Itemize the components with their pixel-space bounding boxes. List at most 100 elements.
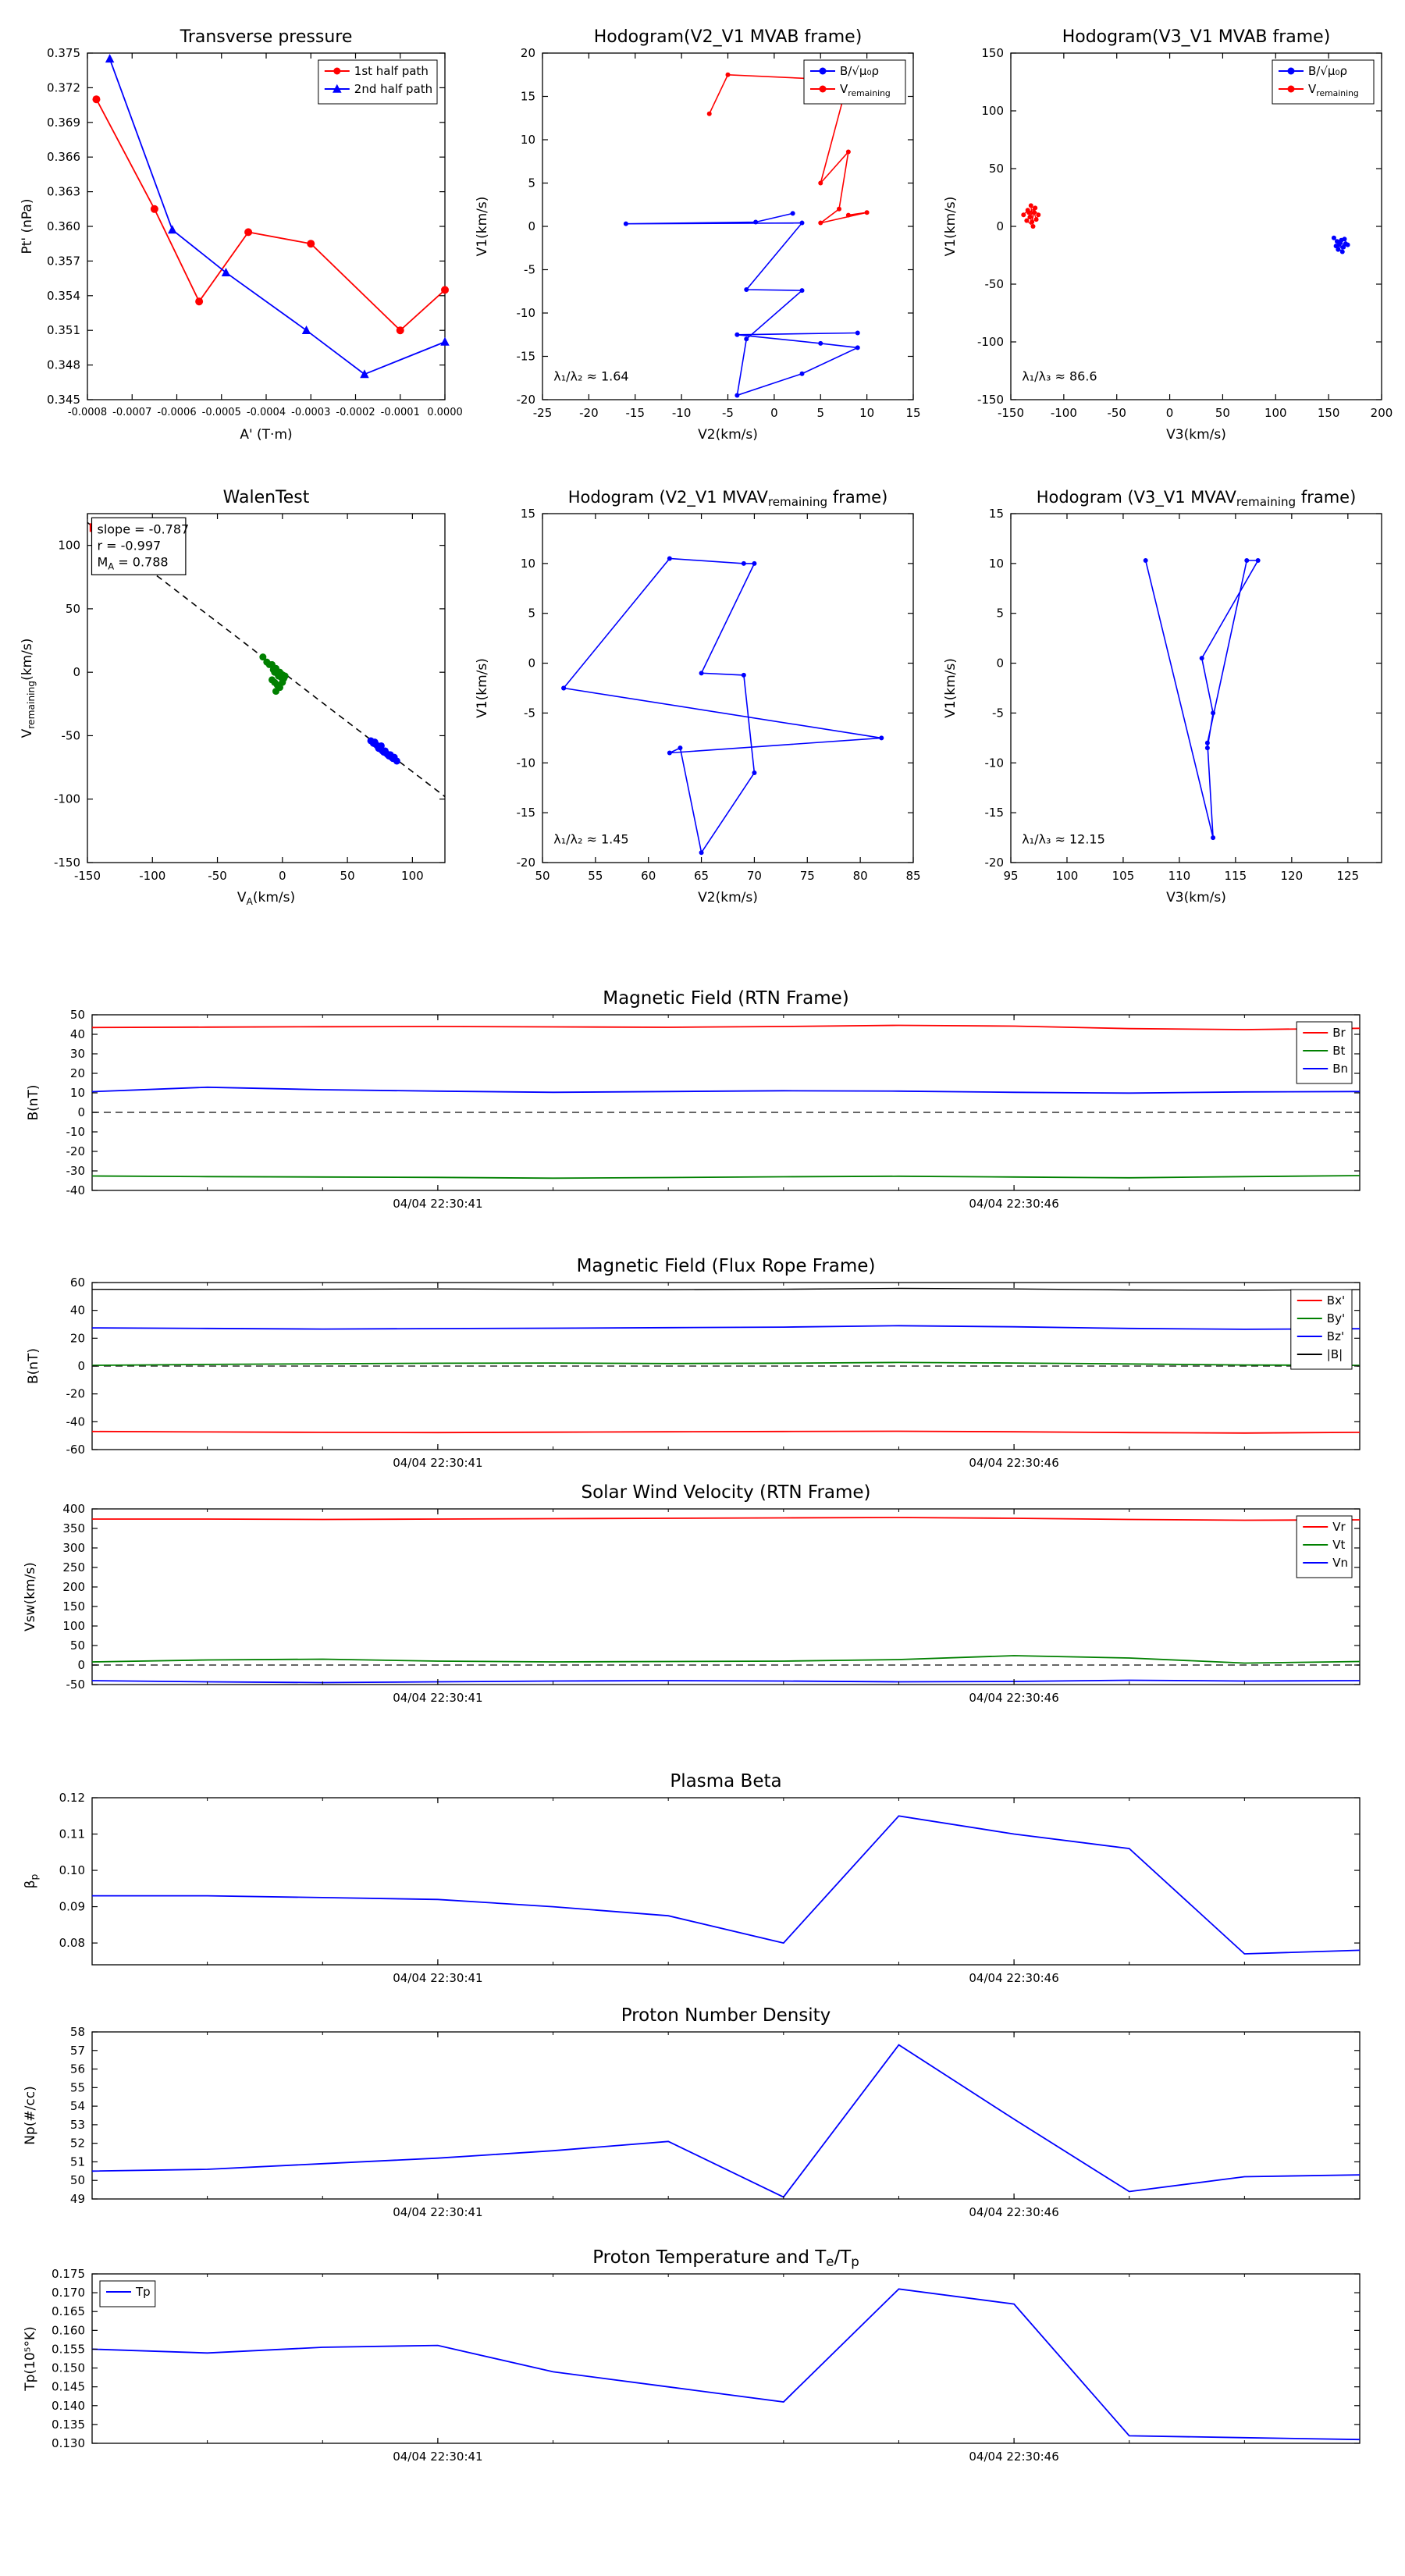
plasma-beta-ytick-label: 0.10 xyxy=(59,1863,85,1877)
magnetic-field-rtn-ytick-label: -40 xyxy=(66,1183,86,1197)
proton-number-density-ticks xyxy=(91,2031,1361,2200)
hodogram-v2v1-mvab-ytick-label: 0 xyxy=(528,219,535,233)
transverse-pressure-legend-label: 2nd half path xyxy=(354,82,432,96)
magnetic-field-flux-rope-legend-label: By' xyxy=(1327,1311,1345,1325)
hodogram-v3v1-mvav-xtick-label: 110 xyxy=(1168,869,1191,883)
hodogram-v2v1-mvav-series-path xyxy=(561,556,884,856)
magnetic-field-flux-rope-ytick-label: -60 xyxy=(66,1443,86,1457)
plasma-beta-series-beta xyxy=(92,1815,1361,1955)
magnetic-field-flux-rope-svg: 04/04 22:30:41 04/04 22:30:46 -60 -40 -20 0 20… xyxy=(26,1256,1361,1470)
magnetic-field-rtn-ytick-label: 50 xyxy=(70,1008,85,1022)
magnetic-field-rtn-series-Bn xyxy=(91,1086,1361,1094)
chart-proton-number-density: 04/04 22:30:41 04/04 22:30:46 49 50 51 52 53 54… xyxy=(0,1994,1405,2229)
proton-number-density-ytick-label: 56 xyxy=(70,2062,85,2076)
hodogram-v2v1-mvab-xtick-label: -20 xyxy=(579,406,599,420)
solar-wind-velocity-xtick-label: 04/04 22:30:41 xyxy=(393,1691,482,1705)
hodogram-v2v1-mvav-ylabel: V1(km/s) xyxy=(475,658,490,718)
hodogram-v2v1-mvab-ytick-label: 10 xyxy=(521,133,535,147)
solar-wind-velocity-xtick-label: 04/04 22:30:46 xyxy=(969,1691,1058,1705)
chart-solar-wind-velocity: 04/04 22:30:41 04/04 22:30:46 -50 0 50 100 150… xyxy=(0,1471,1405,1717)
plasma-beta-title: Plasma Beta xyxy=(670,1771,781,1791)
transverse-pressure-legend: 1st half path 2nd half path xyxy=(318,59,438,105)
magnetic-field-rtn-ytick-label: 10 xyxy=(70,1086,85,1100)
hodogram-v2v1-mvav-ytick-label: -15 xyxy=(517,806,536,820)
magnetic-field-flux-rope-ylabel: B(nT) xyxy=(26,1348,41,1384)
hodogram-v2v1-mvab-xtick-label: -5 xyxy=(722,406,734,420)
proton-number-density-ytick-label: 53 xyxy=(70,2118,85,2132)
hodogram-v3v1-mvab-ylabel: V1(km/s) xyxy=(943,197,959,257)
hodogram-v2v1-mvav-ytick-label: -5 xyxy=(524,706,535,720)
hodogram-v2v1-mvab-annotation-line: λ₁/λ₂ ≈ 1.64 xyxy=(553,369,628,384)
magnetic-field-rtn-ytick-label: 0 xyxy=(77,1105,85,1119)
hodogram-v2v1-mvab-title: Hodogram(V2_V1 MVAB frame) xyxy=(594,27,863,47)
proton-temperature-series-Tp xyxy=(91,2288,1361,2441)
hodogram-v2v1-mvab-ytick-label: -20 xyxy=(517,393,536,407)
hodogram-v3v1-mvab-svg: -150 -100 -50 0 50 100 150 200 -150 -100 -50 0 50 100… xyxy=(943,27,1393,443)
hodogram-v3v1-mvab-legend: B/√μ₀ρ Vremaining xyxy=(1272,59,1375,105)
transverse-pressure-ytick-label: 0.369 xyxy=(47,116,80,130)
magnetic-field-rtn-xtick-label: 04/04 22:30:46 xyxy=(969,1197,1058,1211)
solar-wind-velocity-ytick-label: 50 xyxy=(70,1638,85,1653)
hodogram-v3v1-mvab-xtick-label: 50 xyxy=(1215,406,1230,420)
proton-number-density-ytick-label: 58 xyxy=(70,2025,85,2039)
plasma-beta-frame xyxy=(91,1797,1361,1966)
hodogram-v2v1-mvav-annotation: λ₁/λ₂ ≈ 1.45 xyxy=(553,831,628,846)
hodogram-v3v1-mvab-xlabel: V3(km/s) xyxy=(1166,427,1226,443)
hodogram-v2v1-mvav-xtick-label: 85 xyxy=(905,869,920,883)
magnetic-field-flux-rope-title: Magnetic Field (Flux Rope Frame) xyxy=(577,1256,876,1276)
solar-wind-velocity-ytick-label: 250 xyxy=(62,1560,85,1574)
walen-test-series-cluster-2 xyxy=(367,737,400,765)
magnetic-field-flux-rope-ytick-label: 60 xyxy=(70,1276,85,1290)
hodogram-v3v1-mvab-legend-label: Vremaining xyxy=(1308,82,1359,98)
hodogram-v2v1-mvav-xtick-label: 75 xyxy=(800,869,815,883)
hodogram-v3v1-mvav-frame xyxy=(1010,513,1382,863)
hodogram-v2v1-mvab-legend-label: B/√μ₀ρ xyxy=(840,64,879,78)
proton-temperature-ytick-label: 0.170 xyxy=(52,2286,85,2300)
hodogram-v3v1-mvav-xtick-label: 100 xyxy=(1056,869,1079,883)
transverse-pressure-xlabel: A' (T·m) xyxy=(240,427,292,443)
magnetic-field-rtn-ytick-label: 20 xyxy=(70,1066,85,1080)
hodogram-v3v1-mvav-series-path xyxy=(1143,558,1261,841)
transverse-pressure-svg: -0.0008 -0.0007 -0.0006 -0.0005 -0.0004 -0.00… xyxy=(20,27,463,443)
plasma-beta-svg: 04/04 22:30:41 04/04 22:30:46 0.08 0.09 0.10… xyxy=(23,1771,1361,1985)
hodogram-v2v1-mvav-xtick-label: 80 xyxy=(853,869,868,883)
transverse-pressure-xtick-label: -0.0005 xyxy=(202,407,241,418)
hodogram-v2v1-mvav-xtick-label: 55 xyxy=(588,869,603,883)
hodogram-v3v1-mvab-ytick-label: -100 xyxy=(977,335,1004,349)
chart-magnetic-field-flux-rope: 04/04 22:30:41 04/04 22:30:46 -60 -40 -20 0 20… xyxy=(0,1245,1405,1479)
solar-wind-velocity-ytick-label: 200 xyxy=(62,1580,85,1594)
walen-test-title: WalenTest xyxy=(223,488,310,507)
hodogram-v3v1-mvav-ytick-label: -20 xyxy=(985,856,1005,870)
hodogram-v2v1-mvav-xtick-label: 60 xyxy=(641,869,656,883)
proton-temperature-frame xyxy=(91,2273,1361,2444)
walen-test-ytick-label: -100 xyxy=(54,792,80,806)
hodogram-v3v1-mvav-xtick-label: 125 xyxy=(1336,869,1359,883)
hodogram-v2v1-mvav-ytick-label: -20 xyxy=(517,856,536,870)
transverse-pressure-frame xyxy=(87,52,446,400)
walen-test-ylabel: Vremaining(km/s) xyxy=(20,639,37,738)
hodogram-v3v1-mvab-ytick-label: 50 xyxy=(989,162,1004,176)
proton-temperature-legend: Tp xyxy=(99,2280,156,2307)
hodogram-v3v1-mvav-ytick-label: -10 xyxy=(985,756,1005,770)
magnetic-field-rtn-svg: 04/04 22:30:41 04/04 22:30:46 -40 -30 -20 -10… xyxy=(26,988,1361,1211)
walen-test-annotation-line: MA = 0.788 xyxy=(97,554,168,571)
proton-temperature-ytick-label: 0.175 xyxy=(52,2267,85,2281)
hodogram-v2v1-mvab-legend-label: Vremaining xyxy=(840,82,891,98)
hodogram-v3v1-mvav-ytick-label: -15 xyxy=(985,806,1005,820)
hodogram-v2v1-mvab-xtick-label: 15 xyxy=(905,406,920,420)
solar-wind-velocity-legend-label: Vn xyxy=(1332,1556,1348,1570)
proton-number-density-ytick-label: 50 xyxy=(70,2173,85,2187)
hodogram-v2v1-mvab-xtick-label: 10 xyxy=(859,406,874,420)
hodogram-v2v1-mvab-xtick-label: -25 xyxy=(533,406,553,420)
transverse-pressure-xtick-label: -0.0004 xyxy=(247,407,286,418)
solar-wind-velocity-legend-label: Vt xyxy=(1332,1538,1345,1552)
solar-wind-velocity-frame xyxy=(91,1508,1361,1685)
proton-number-density-title: Proton Number Density xyxy=(621,2005,831,2026)
magnetic-field-rtn-legend-label: Bn xyxy=(1332,1062,1348,1076)
hodogram-v3v1-mvab-ytick-label: -50 xyxy=(985,277,1005,291)
proton-temperature-ytick-label: 0.135 xyxy=(52,2418,85,2432)
hodogram-v2v1-mvab-xtick-label: -15 xyxy=(626,406,646,420)
walen-test-ticks xyxy=(87,514,445,863)
proton-temperature-ytick-label: 0.145 xyxy=(52,2380,85,2394)
hodogram-v2v1-mvab-ytick-label: -5 xyxy=(524,263,535,277)
